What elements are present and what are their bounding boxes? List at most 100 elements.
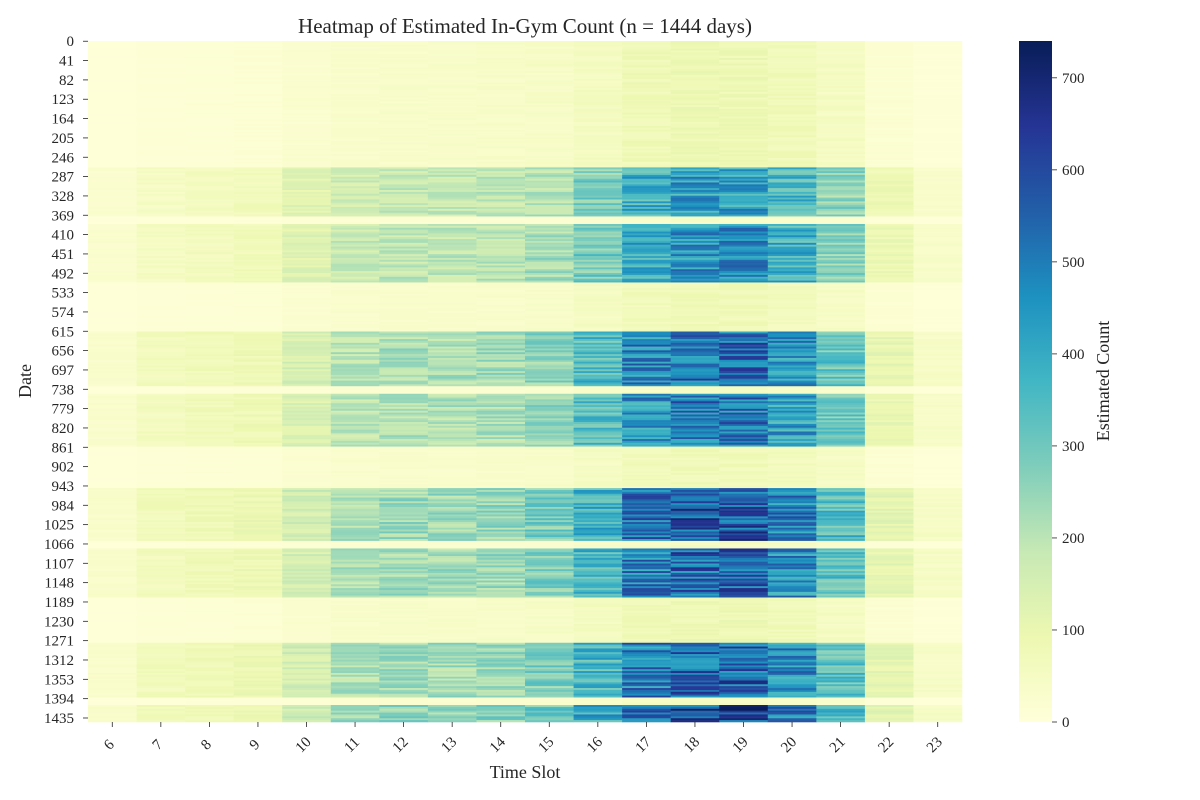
heatmap-cell [719,148,769,151]
heatmap-cell [816,129,866,132]
heatmap-cell [88,414,137,417]
heatmap-cell [136,314,186,317]
heatmap-cell [573,359,623,362]
heatmap-cell [816,537,866,540]
heatmap-cell [573,480,623,483]
heatmap-cell [670,303,720,306]
heatmap-cell [282,156,332,159]
heatmap-cell [816,227,866,230]
heatmap-cell [719,503,769,506]
heatmap-cell [573,174,623,178]
heatmap-cell [573,54,623,57]
heatmap-cell [233,295,283,298]
heatmap-cell [136,182,186,185]
heatmap-cell [185,101,234,104]
heatmap-cell [816,484,866,487]
heatmap-cell [913,71,963,74]
heatmap-cell [185,535,234,538]
heatmap-cell [282,410,332,413]
heatmap-cell [379,310,429,313]
heatmap-cell [88,157,137,161]
heatmap-cell [573,550,623,553]
heatmap-cell [622,448,671,451]
heatmap-cell [525,139,574,142]
heatmap-cell [525,201,574,204]
heatmap-cell [525,180,574,183]
heatmap-cell [622,386,671,389]
heatmap-cell [913,248,963,251]
heatmap-cell [136,184,186,187]
heatmap-cell [476,50,526,53]
heatmap-cell [670,382,720,385]
heatmap-cell [864,506,914,510]
heatmap-cell [88,437,137,440]
heatmap-cell [816,467,866,470]
heatmap-cell [379,259,429,263]
heatmap-cell [913,395,963,398]
heatmap-cell [185,56,234,59]
heatmap-cell [379,295,429,298]
heatmap-cell [476,156,526,159]
heatmap-cell [427,291,477,295]
heatmap-cell [282,263,332,266]
heatmap-cell [88,199,137,202]
heatmap-cell [136,193,186,196]
heatmap-cell [525,203,574,206]
heatmap-cell [379,182,429,185]
heatmap-cell [427,542,477,545]
heatmap-cell [719,218,769,221]
heatmap-cell [88,210,137,213]
heatmap-cell [864,510,914,513]
heatmap-cell [233,122,283,125]
heatmap-cell [864,103,914,106]
heatmap-cell [282,486,332,489]
heatmap-cell [282,555,332,559]
heatmap-cell [136,465,186,468]
heatmap-cell [670,312,720,315]
heatmap-cell [379,523,429,527]
heatmap-cell [913,442,963,445]
heatmap-cell [719,469,769,472]
heatmap-cell [573,220,623,223]
heatmap-cell [233,423,283,427]
heatmap-cell [476,486,526,489]
heatmap-cell [816,57,866,61]
heatmap-cell [282,429,332,432]
heatmap-cell [379,178,429,181]
heatmap-cell [136,303,186,306]
heatmap-cell [476,510,526,513]
heatmap-cell [767,554,817,557]
heatmap-cell [525,448,574,451]
heatmap-cell [427,327,477,330]
heatmap-cell [767,493,817,496]
heatmap-cell [767,184,817,187]
heatmap-cell [525,323,574,327]
heatmap-cell [233,191,283,195]
heatmap-cell [864,320,914,323]
heatmap-cell [330,493,380,496]
heatmap-cell [282,306,332,310]
heatmap-cell [573,291,623,295]
heatmap-cell [525,78,574,81]
heatmap-cell [185,252,234,255]
heatmap-cell [622,225,671,229]
heatmap-cell [913,280,963,283]
heatmap-cell [282,535,332,538]
heatmap-cell [330,323,380,327]
heatmap-cell [185,463,234,466]
heatmap-cell [233,56,283,59]
heatmap-cell [719,112,769,115]
heatmap-cell [816,463,866,466]
heatmap-cell [525,188,574,191]
heatmap-cell [767,531,817,534]
heatmap-cell [330,135,380,138]
heatmap-cell [282,320,332,323]
heatmap-cell [476,384,526,387]
heatmap-cell [427,184,477,187]
heatmap-cell [525,369,574,372]
heatmap-cell [864,295,914,298]
heatmap-cell [330,554,380,557]
heatmap-cell [282,256,332,259]
heatmap-cell [379,156,429,159]
heatmap-cell [719,505,769,508]
